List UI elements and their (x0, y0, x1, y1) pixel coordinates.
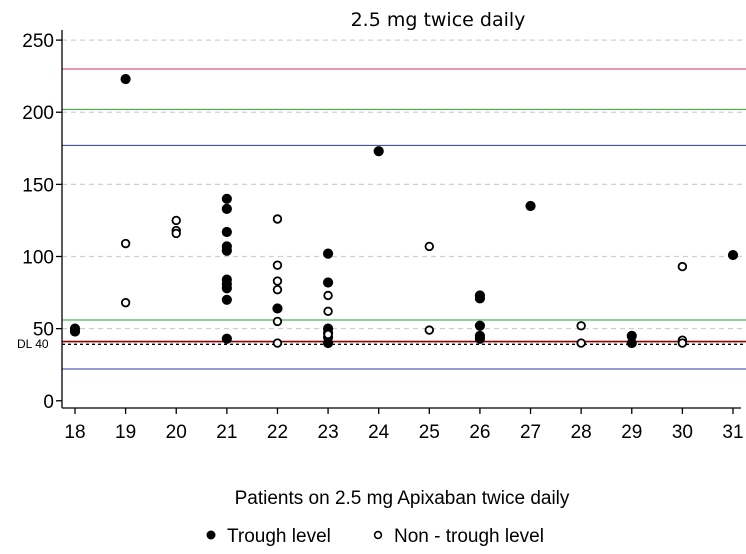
non-trough-point (323, 329, 333, 340)
non-trough-point (272, 316, 283, 327)
trough-point (221, 245, 232, 256)
trough-point (626, 337, 637, 349)
non-trough-point (323, 306, 333, 317)
chart-title: 2.5 mg twice daily (351, 9, 526, 31)
reference-lines: DL 40 (17, 68, 746, 370)
trough-point (221, 333, 232, 344)
x-tick-label: 28 (571, 422, 592, 443)
legend-label-non-trough: Non - trough level (394, 526, 544, 547)
trough-point (474, 320, 486, 331)
legend-label-trough: Trough level (227, 526, 331, 547)
legend-marker-trough (206, 530, 216, 540)
trough-point (221, 294, 232, 305)
trough-point (120, 73, 131, 85)
trough-point (221, 283, 232, 294)
trough-point (525, 200, 536, 212)
data-points (69, 73, 739, 349)
x-tick-label: 24 (368, 422, 390, 443)
trough-point (322, 248, 334, 259)
trough-point (322, 277, 334, 288)
non-trough-point (677, 261, 688, 272)
trough-point (69, 323, 81, 334)
non-trough-point (576, 321, 586, 331)
x-tick-label: 27 (520, 422, 541, 443)
non-trough-point (272, 338, 283, 348)
y-tick-label: 200 (22, 103, 54, 124)
x-tick-label: 29 (621, 422, 642, 443)
non-trough-point (424, 241, 435, 252)
trough-point (727, 249, 739, 261)
legend: Trough level Non - trough level (206, 526, 544, 547)
grid-lines (62, 39, 746, 330)
y-tick-label: 100 (22, 248, 54, 269)
x-tick-label: 30 (672, 422, 693, 443)
x-tick-label: 26 (469, 422, 490, 443)
non-trough-point (171, 228, 181, 239)
non-trough-point (323, 290, 333, 301)
trough-point (373, 146, 384, 157)
non-trough-point (272, 260, 283, 270)
trough-point (272, 303, 283, 314)
y-tick-label: 150 (22, 175, 54, 196)
x-tick-label: 20 (166, 422, 187, 443)
trough-point (322, 337, 334, 349)
non-trough-point (272, 214, 283, 224)
x-tick-label: 25 (419, 422, 440, 443)
non-trough-point (120, 297, 131, 308)
non-trough-point (171, 215, 181, 226)
x-tick-label: 18 (64, 422, 85, 443)
non-trough-point (120, 238, 131, 249)
trough-point (221, 203, 232, 215)
non-trough-point (424, 325, 435, 335)
trough-point (474, 293, 486, 304)
x-axis-label: Patients on 2.5 mg Apixaban twice daily (235, 488, 570, 509)
y-tick-label: 250 (22, 31, 54, 52)
x-tick-label: 23 (318, 422, 339, 443)
y-tick-label: 50 (33, 320, 54, 341)
non-trough-point (272, 276, 283, 286)
x-tick-label: 19 (115, 422, 136, 443)
axes: 0 50 100 150 200 250 18 19 20 21 22 23 24 25 26 27 28 29 3… (22, 30, 744, 443)
non-trough-point (576, 338, 586, 348)
trough-point (474, 333, 486, 344)
trough-point (221, 226, 232, 238)
y-tick-label: 0 (43, 392, 54, 413)
x-tick-label: 22 (267, 422, 288, 443)
trough-point (221, 193, 232, 204)
non-trough-point (677, 338, 688, 348)
x-tick-label: 31 (722, 422, 743, 443)
reference-line-label: DL 40 (17, 337, 49, 351)
x-tick-label: 21 (216, 422, 237, 443)
legend-marker-non-trough (373, 530, 383, 540)
non-trough-point (272, 284, 283, 295)
